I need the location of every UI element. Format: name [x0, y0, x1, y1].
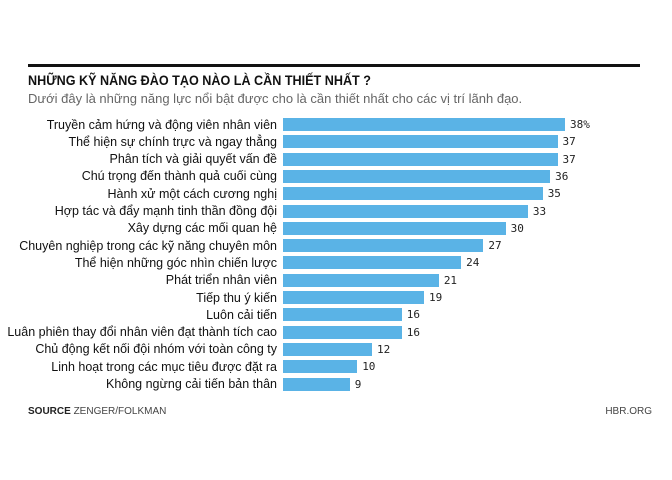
data-label: 16	[406, 308, 420, 322]
category-label: Luôn cải tiến	[206, 307, 277, 322]
bar	[283, 152, 558, 166]
data-label: 37	[562, 152, 576, 166]
bar	[283, 377, 350, 391]
bar	[283, 273, 439, 287]
category-label: Không ngừng cải tiến bản thân	[105, 377, 277, 391]
category-label: Xây dựng các mối quan hệ	[127, 221, 277, 236]
bar	[283, 204, 528, 218]
data-label: 30	[510, 221, 524, 235]
bar	[283, 308, 402, 322]
bar	[283, 256, 462, 270]
category-label: Phân tích và giải quyết vấn đề	[109, 152, 277, 167]
category-label: Thể hiện sự chính trực và ngay thẳng	[68, 134, 277, 149]
bar	[283, 169, 551, 183]
bar	[283, 239, 484, 253]
bar	[283, 291, 424, 304]
category-label: Tiếp thu ý kiến	[196, 290, 277, 305]
data-label: 16	[406, 325, 420, 339]
source-text: ZENGER/FOLKMAN	[73, 406, 167, 417]
bar	[283, 118, 565, 131]
category-label: Hành xử một cách cương nghị	[107, 186, 277, 201]
category-label: Truyền cảm hứng và động viên nhân viên	[46, 117, 277, 132]
data-label: 36	[555, 169, 569, 183]
chart-title: NHỮNG KỸ NĂNG ĐÀO TẠO NÀO LÀ CẦN THIẾT N…	[28, 72, 371, 88]
data-label: 38%	[569, 118, 590, 131]
category-label: Thể hiện những góc nhìn chiến lược	[74, 255, 277, 270]
data-label: 33	[532, 204, 547, 218]
chart-subtitle: Dưới đây là những năng lực nổi bật được …	[28, 91, 523, 106]
bar	[283, 342, 373, 356]
data-label: 27	[488, 239, 502, 253]
data-label: 37	[562, 135, 576, 149]
data-label: 9	[354, 377, 362, 391]
source-label: SOURCE	[28, 406, 71, 417]
category-label: Chủ động kết nối đội nhóm với toàn công …	[35, 342, 277, 357]
data-label: 19	[428, 291, 443, 304]
category-label: Chú trọng đến thành quả cuối cùng	[81, 169, 277, 184]
data-label: 35	[547, 187, 561, 201]
bar	[283, 360, 358, 374]
category-label: Hợp tác và đẩy mạnh tinh thần đồng đội	[54, 204, 277, 218]
site-label: HBR.ORG	[605, 406, 652, 417]
data-label: 21	[443, 273, 458, 287]
top-rule	[28, 64, 640, 67]
category-label: Phát triển nhân viên	[165, 273, 277, 288]
category-label: Chuyên nghiệp trong các kỹ năng chuyên m…	[19, 238, 277, 253]
bar	[283, 325, 402, 339]
data-label: 12	[377, 342, 391, 356]
data-label: 10	[362, 360, 376, 374]
category-label: Luân phiên thay đổi nhân viên đạt thành …	[7, 325, 277, 340]
bar	[283, 135, 558, 149]
category-label: Linh hoạt trong các mục tiêu được đặt ra	[51, 359, 277, 374]
bar	[283, 221, 506, 235]
bar	[283, 187, 543, 201]
data-label: 24	[466, 256, 480, 270]
source-note: SOURCE ZENGER/FOLKMAN	[28, 406, 166, 417]
